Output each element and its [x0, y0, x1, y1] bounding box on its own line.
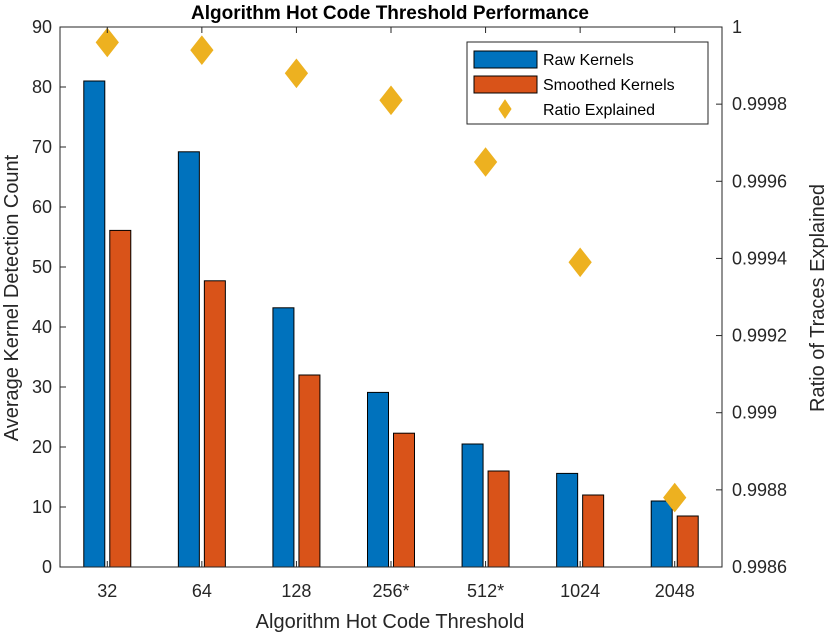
bar-raw — [556, 472, 579, 568]
ratio-marker — [190, 35, 214, 65]
bar-raw — [83, 80, 106, 568]
y-tick-label-right: 0.9994 — [732, 248, 787, 268]
y-tick-label-left: 90 — [32, 17, 52, 37]
bar-smoothed — [109, 229, 132, 568]
ratio-marker — [284, 58, 309, 89]
ratio-marker — [95, 27, 119, 58]
legend-label: Smoothed Kernels — [543, 77, 675, 94]
bar-smoothed — [203, 280, 226, 568]
y-tick-label-left: 60 — [32, 197, 52, 217]
y-tick-label-right: 0.9986 — [732, 557, 787, 577]
x-tick-label: 512* — [467, 581, 504, 601]
bar-raw — [650, 500, 673, 568]
ratio-marker — [568, 247, 592, 278]
bar-raw — [177, 151, 200, 568]
ratio-marker — [473, 147, 498, 177]
y-tick-label-right: 0.9996 — [732, 171, 787, 191]
y-tick-label-right: 1 — [732, 17, 742, 37]
bar-smoothed — [582, 494, 605, 568]
legend-label: Raw Kernels — [543, 52, 634, 69]
bar-smoothed — [393, 432, 415, 568]
y-tick-label-right: 0.9992 — [732, 326, 787, 346]
y-tick-label-left: 10 — [32, 497, 52, 517]
ratio-marker — [379, 85, 403, 116]
y-tick-label-right: 0.9998 — [732, 94, 787, 114]
x-tick-label: 2048 — [655, 581, 695, 601]
y-tick-label-left: 80 — [32, 77, 52, 97]
y-tick-label-left: 0 — [42, 557, 52, 577]
ratio-marker — [663, 482, 687, 513]
y-tick-label-left: 70 — [32, 137, 52, 157]
y-tick-label-left: 30 — [32, 377, 52, 397]
x-tick-label: 32 — [97, 581, 117, 601]
bar-smoothed — [487, 470, 510, 568]
legend-swatch — [473, 50, 538, 69]
legend-label: Ratio Explained — [543, 102, 655, 119]
y-axis-label-left: Average Kernel Detection Count — [1, 154, 23, 441]
legend-swatch — [498, 99, 512, 119]
y-tick-label-left: 40 — [32, 317, 52, 337]
y-axis-label-right: Ratio of Traces Explained — [807, 184, 829, 412]
bar-raw — [272, 307, 295, 568]
y-tick-label-right: 0.999 — [732, 403, 777, 423]
x-tick-label: 128 — [281, 581, 311, 601]
x-tick-label: 64 — [192, 581, 212, 601]
bar-raw — [461, 443, 484, 568]
x-tick-label: 256* — [372, 581, 409, 601]
x-axis-label: Algorithm Hot Code Threshold — [256, 611, 525, 633]
plot-area: 0 10 20 30 40 50 60 70 80 90 0.9986 0.9988 0.999 0.99… — [32, 17, 787, 601]
legend-swatch — [473, 75, 538, 94]
y-tick-label-left: 50 — [32, 257, 52, 277]
y-tick-label-right: 0.9988 — [732, 480, 787, 500]
bar-smoothed — [298, 374, 321, 568]
bar-smoothed — [676, 515, 699, 568]
y-tick-label-left: 20 — [32, 437, 52, 457]
bar-raw — [367, 391, 389, 568]
x-tick-label: 1024 — [560, 581, 600, 601]
chart-title: Algorithm Hot Code Threshold Performance — [191, 3, 589, 24]
